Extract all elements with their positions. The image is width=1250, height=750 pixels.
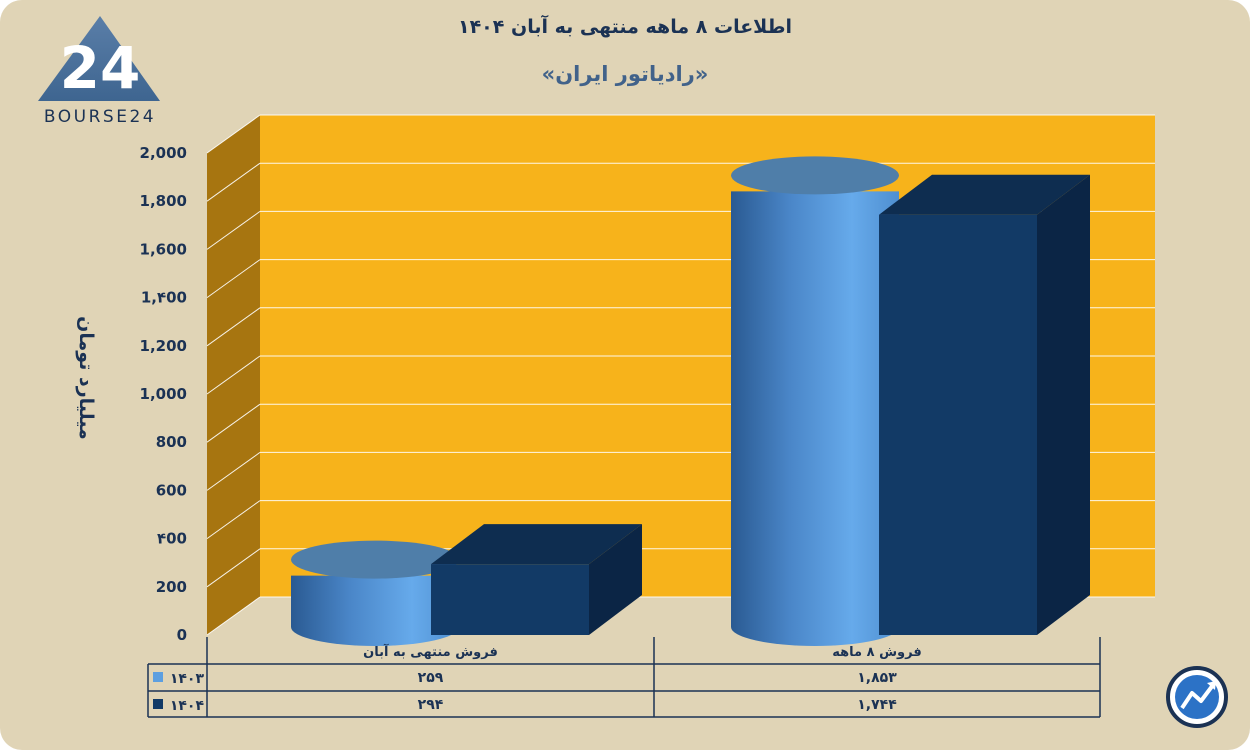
y-tick-label: 1,800: [140, 192, 187, 210]
y-axis-label: میلیارد تومان: [75, 316, 97, 440]
bar-1404-side: [1037, 174, 1090, 636]
bar-1403-top: [731, 156, 899, 195]
y-tick-label: ۴00: [157, 530, 187, 548]
bar-1404-top: [431, 524, 642, 565]
gridline-side: [206, 548, 261, 588]
chart-subtitle: «رادیاتور ایران»: [541, 62, 709, 86]
bar-1403-body: [731, 191, 899, 646]
logo-wordmark: BOURSE24: [44, 107, 156, 127]
gridline-side: [206, 114, 261, 154]
table-value: ۱,۸۵۳: [857, 670, 897, 686]
bar-1403-body: [291, 575, 459, 646]
legend-swatch: [153, 699, 163, 709]
y-tick-label: 1,000: [140, 385, 187, 403]
table-value: ۲۵۹: [418, 670, 444, 686]
gridline-side: [206, 596, 261, 636]
bar-1404-side: [589, 524, 642, 635]
x-category-label: فروش منتهی به آبان: [363, 643, 498, 660]
gridline-side: [206, 403, 261, 443]
table-value: ۱,۷۴۴: [857, 697, 897, 713]
y-tick-label: 2,000: [140, 144, 187, 162]
gridline-side: [206, 259, 261, 299]
gridline-side: [206, 451, 261, 491]
y-tick-label: 0: [177, 626, 187, 644]
data-table: فروش ۸ ماهه ۱,۸۵۳ ۱,۷۴۴ فروش منتهی به آبان ۲…: [147, 637, 1101, 718]
y-tick-label: 600: [156, 481, 187, 499]
y-tick-label: 200: [156, 578, 187, 596]
x-category-label: فروش ۸ ماهه: [832, 645, 921, 660]
y-tick-label: 800: [156, 433, 187, 451]
gridline-side: [206, 307, 261, 347]
bourse24-logo: 24 BOURSE24: [38, 16, 160, 127]
bar-1403-top: [291, 540, 459, 579]
y-tick-label: 1,۴00: [141, 289, 187, 307]
bar-1404-front: [431, 564, 589, 635]
gridline-side: [206, 355, 261, 395]
gridline-side: [206, 500, 261, 540]
trend-icon: [1166, 666, 1228, 728]
bar-1404-front: [879, 214, 1037, 636]
chart-title: اطلاعات ۸ ماهه منتهی به آبان ۱۴۰۴: [457, 16, 793, 38]
gridline-side: [206, 210, 261, 250]
y-tick-label: 1,200: [140, 337, 187, 355]
bar-1404-top: [879, 174, 1090, 215]
table-value: ۲۹۴: [418, 697, 444, 713]
y-tick-label: 1,600: [140, 240, 187, 258]
logo-mark: 24: [60, 34, 141, 102]
legend-swatch: [153, 672, 163, 682]
logo-triangle: [38, 16, 160, 101]
legend-label: ۱۴۰۳: [170, 671, 205, 687]
legend-label: ۱۴۰۴: [170, 698, 205, 714]
plot-area: 0 200 ۴00 600 800 1,000 1,200 1,۴00 1,600 1,800 2,…: [140, 114, 1155, 646]
gridline-side: [206, 162, 261, 202]
